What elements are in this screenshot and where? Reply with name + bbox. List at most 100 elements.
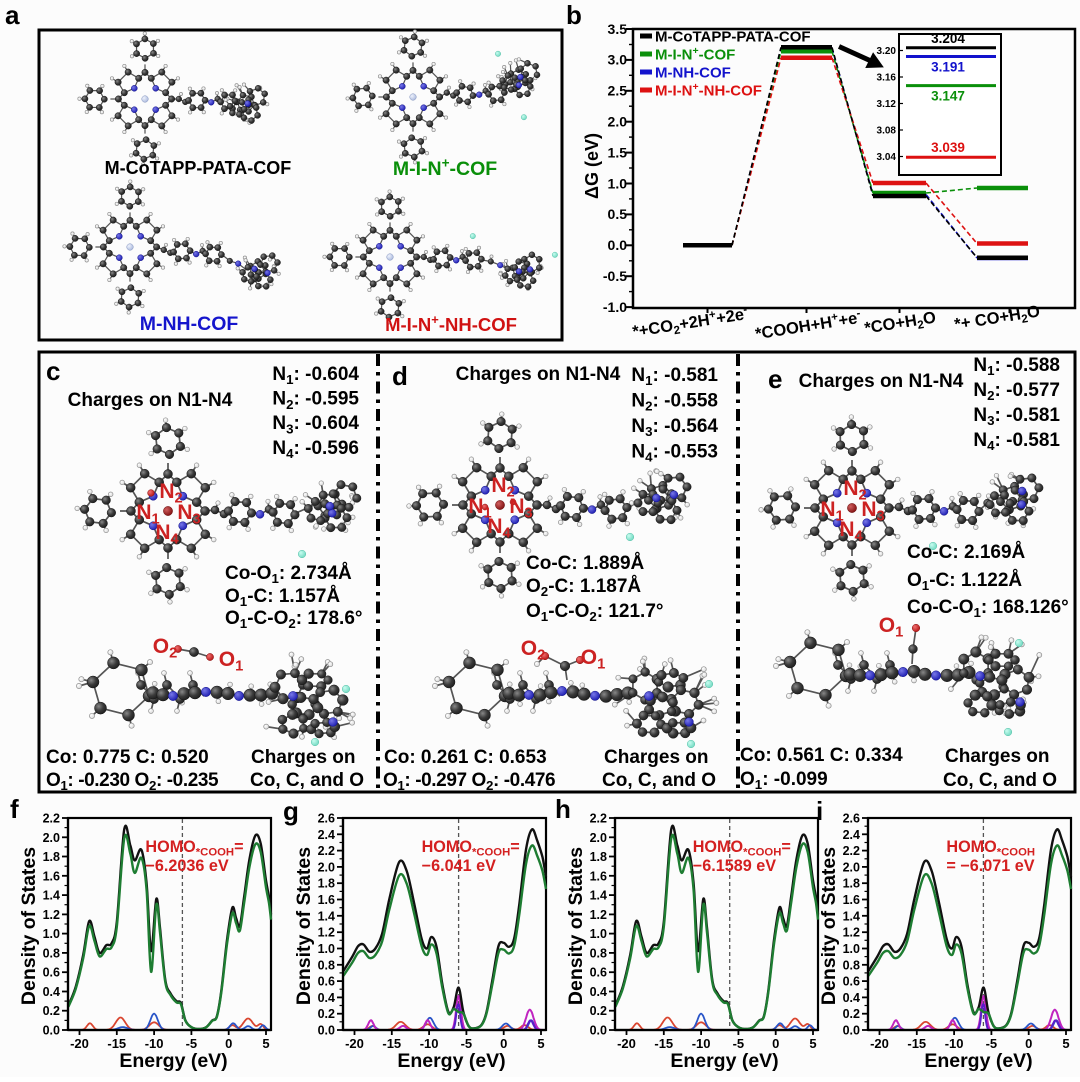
svg-text:M-CoTAPP-PATA-COF: M-CoTAPP-PATA-COF	[655, 29, 811, 46]
svg-text:N2: -0.558: N2: -0.558	[631, 391, 718, 414]
svg-text:-10: -10	[145, 1036, 164, 1051]
svg-text:a: a	[5, 0, 20, 30]
svg-text:3.12: 3.12	[877, 99, 897, 110]
svg-text:N1: -0.604: N1: -0.604	[272, 364, 359, 387]
svg-text:−6.1589 eV: −6.1589 eV	[693, 857, 776, 875]
svg-text:-20: -20	[345, 1036, 364, 1051]
svg-text:N2: N2	[159, 480, 182, 507]
svg-text:1.4: 1.4	[843, 909, 860, 923]
svg-text:-5: -5	[986, 1036, 998, 1051]
svg-text:2.4: 2.4	[843, 828, 860, 842]
svg-text:2.0: 2.0	[590, 831, 607, 845]
svg-text:M-I-N+-NH-COF: M-I-N+-NH-COF	[385, 312, 517, 335]
svg-text:M-I-N+-NH-COF: M-I-N+-NH-COF	[655, 81, 762, 100]
svg-text:N3: -0.564: N3: -0.564	[631, 416, 718, 439]
svg-text:Co-C-O1: 168.126°: Co-C-O1: 168.126°	[907, 597, 1069, 620]
svg-text:5: 5	[1062, 1036, 1069, 1051]
svg-text:Co-O1: 2.734Å: Co-O1: 2.734Å	[225, 563, 352, 586]
svg-text:O2: O2	[153, 635, 178, 662]
svg-text:Charges on: Charges on	[604, 747, 709, 768]
svg-text:-5: -5	[461, 1036, 473, 1051]
svg-text:= −6.071 eV: = −6.071 eV	[946, 857, 1034, 875]
svg-text:1.0: 1.0	[590, 927, 607, 941]
svg-text:2.0: 2.0	[608, 114, 628, 130]
svg-text:Charges on N1-N4: Charges on N1-N4	[456, 364, 621, 385]
svg-text:N3: N3	[177, 501, 200, 528]
svg-text:d: d	[392, 361, 408, 391]
svg-text:N4: N4	[487, 515, 511, 542]
svg-text:N4: -0.596: N4: -0.596	[272, 438, 359, 461]
svg-text:1.4: 1.4	[590, 889, 607, 903]
svg-text:2.2: 2.2	[843, 844, 860, 858]
svg-text:0.2: 0.2	[843, 1007, 860, 1021]
svg-text:-15: -15	[907, 1036, 926, 1051]
svg-text:O1: O1	[879, 614, 904, 641]
svg-text:f: f	[10, 794, 19, 824]
svg-text:O1: O1	[219, 648, 244, 675]
svg-text:N4: -0.581: N4: -0.581	[973, 430, 1060, 453]
svg-text:1.8: 1.8	[590, 850, 607, 864]
svg-text:2.0: 2.0	[43, 831, 60, 845]
svg-text:3.5: 3.5	[608, 21, 628, 37]
svg-text:0.8: 0.8	[318, 958, 335, 972]
svg-text:1.2: 1.2	[843, 926, 860, 940]
svg-text:O1: -0.297 O2: -0.476: O1: -0.297 O2: -0.476	[383, 770, 555, 793]
svg-text:3.039: 3.039	[931, 140, 965, 155]
svg-text:1.0: 1.0	[318, 942, 335, 956]
svg-text:1.0: 1.0	[608, 175, 628, 191]
svg-text:N3: N3	[509, 495, 532, 522]
svg-text:N3: -0.604: N3: -0.604	[272, 413, 359, 436]
svg-text:N4: -0.553: N4: -0.553	[631, 442, 718, 465]
svg-text:0.6: 0.6	[843, 975, 860, 989]
svg-text:1.8: 1.8	[43, 850, 60, 864]
svg-text:i: i	[816, 796, 823, 826]
svg-text:N4: N4	[155, 521, 179, 548]
svg-text:0.6: 0.6	[43, 966, 60, 980]
svg-text:-20: -20	[870, 1036, 889, 1051]
svg-text:1.6: 1.6	[843, 893, 860, 907]
svg-text:0.0: 0.0	[590, 1024, 607, 1038]
svg-text:-20: -20	[70, 1036, 89, 1051]
svg-text:Density of States: Density of States	[565, 847, 587, 1005]
svg-text:-5: -5	[186, 1036, 198, 1051]
svg-text:0.5: 0.5	[608, 206, 628, 222]
svg-text:5: 5	[262, 1036, 269, 1051]
svg-text:M-I-N+-COF: M-I-N+-COF	[655, 45, 735, 64]
svg-text:2.0: 2.0	[318, 860, 335, 874]
svg-text:O1: O1	[581, 646, 606, 673]
svg-text:0.0: 0.0	[43, 1024, 60, 1038]
svg-text:-15: -15	[382, 1036, 401, 1051]
svg-text:5: 5	[809, 1036, 816, 1051]
svg-text:O1-C-O2: 178.6°: O1-C-O2: 178.6°	[225, 608, 363, 631]
svg-text:-5: -5	[733, 1036, 745, 1051]
svg-text:N1: -0.588: N1: -0.588	[973, 355, 1060, 378]
svg-text:0.0: 0.0	[843, 1024, 860, 1038]
svg-text:1.0: 1.0	[843, 942, 860, 956]
svg-text:2.2: 2.2	[43, 812, 60, 826]
svg-text:N2: -0.577: N2: -0.577	[973, 380, 1060, 403]
svg-text:−6.041 eV: −6.041 eV	[422, 857, 496, 875]
svg-text:2.4: 2.4	[318, 828, 335, 842]
svg-text:*+CO2+2H++2e-: *+CO2+2H++2e-	[631, 304, 750, 344]
svg-text:1.4: 1.4	[318, 909, 335, 923]
svg-text:2.2: 2.2	[318, 844, 335, 858]
svg-text:HOMO*COOH=: HOMO*COOH=	[693, 838, 791, 859]
svg-text:3.204: 3.204	[931, 31, 965, 46]
svg-text:2.0: 2.0	[843, 860, 860, 874]
svg-text:ΔG (eV): ΔG (eV)	[582, 133, 602, 199]
svg-text:Energy (eV): Energy (eV)	[119, 1050, 227, 1072]
svg-text:O2: O2	[521, 637, 546, 664]
svg-text:0.6: 0.6	[590, 966, 607, 980]
svg-text:0.0: 0.0	[608, 237, 628, 253]
svg-text:0: 0	[1025, 1036, 1032, 1051]
svg-text:5: 5	[537, 1036, 544, 1051]
svg-text:Density of States: Density of States	[293, 847, 315, 1005]
svg-text:Density of States: Density of States	[818, 847, 840, 1005]
svg-text:Co: 0.775 C: 0.520: Co: 0.775 C: 0.520	[46, 747, 209, 768]
svg-text:1.5: 1.5	[608, 144, 628, 160]
svg-text:h: h	[555, 794, 571, 824]
svg-text:1.8: 1.8	[318, 877, 335, 891]
svg-text:1.8: 1.8	[843, 877, 860, 891]
svg-text:0: 0	[500, 1036, 507, 1051]
svg-text:N2: N2	[843, 477, 866, 504]
